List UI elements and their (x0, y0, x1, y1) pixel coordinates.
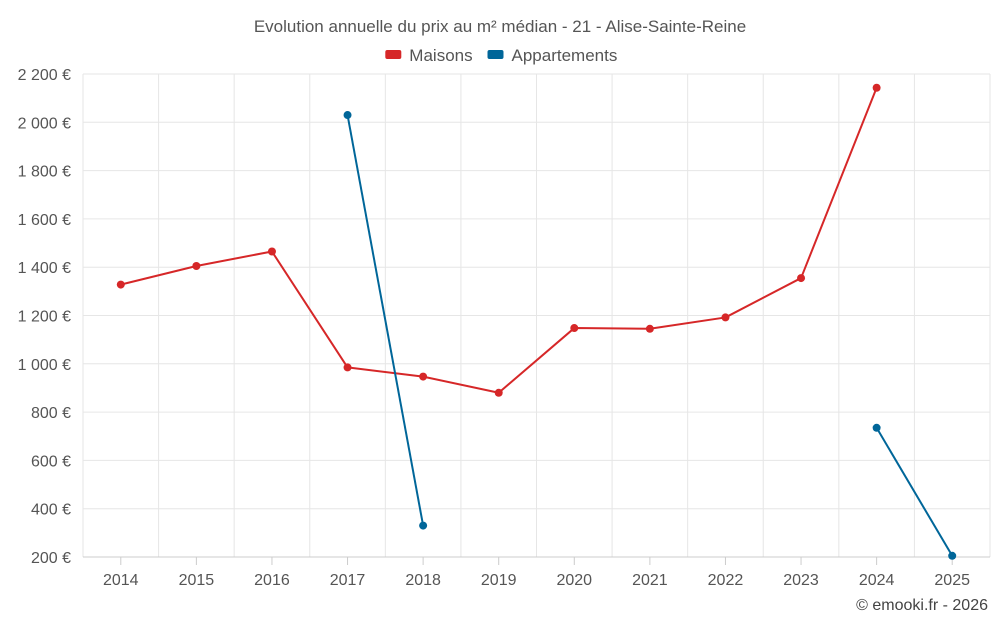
x-tick-label: 2016 (254, 572, 290, 589)
y-tick-label: 1 400 € (18, 260, 71, 277)
x-tick-label: 2021 (632, 572, 668, 589)
x-tick-label: 2017 (330, 572, 366, 589)
legend-label: Appartements (512, 46, 618, 65)
x-tick-label: 2022 (708, 572, 744, 589)
y-tick-label: 1 800 € (18, 164, 71, 181)
legend-item-maisons[interactable]: Maisons (385, 46, 473, 65)
data-point[interactable] (419, 521, 428, 530)
y-tick-label: 2 200 € (18, 67, 71, 84)
y-axis: 200 € 400 € 600 € 800 € 1 000 € 1 200 € 1 400 … (18, 67, 71, 567)
x-axis: 2014 2015 2016 2017 2018 2019 2020 2021 2022 2023… (83, 556, 990, 589)
legend-swatch (385, 50, 402, 59)
y-tick-label: 1 000 € (18, 357, 71, 374)
x-tick-label: 2014 (103, 572, 139, 589)
legend-item-appartements[interactable]: Appartements (487, 46, 618, 65)
series-line (346, 114, 425, 526)
series-maisons (116, 83, 881, 397)
legend-label: Maisons (409, 46, 472, 65)
data-point[interactable] (116, 280, 125, 289)
data-point[interactable] (192, 261, 201, 270)
data-point[interactable] (872, 83, 881, 92)
x-tick-label: 2024 (859, 572, 895, 589)
y-tick-label: 200 € (31, 550, 71, 567)
data-point[interactable] (267, 247, 276, 256)
data-point[interactable] (797, 274, 806, 283)
y-tick-label: 2 000 € (18, 115, 71, 132)
y-tick-label: 600 € (31, 453, 71, 470)
x-tick-label: 2018 (405, 572, 441, 589)
legend-swatch (487, 50, 504, 59)
grid (82, 73, 991, 558)
data-point[interactable] (494, 388, 503, 397)
series-line (875, 427, 954, 557)
data-point[interactable] (570, 324, 579, 333)
y-tick-label: 800 € (31, 405, 71, 422)
data-point[interactable] (948, 551, 957, 560)
x-tick-label: 2019 (481, 572, 517, 589)
data-point[interactable] (872, 423, 881, 432)
y-tick-label: 1 200 € (18, 309, 71, 326)
data-point[interactable] (343, 111, 352, 120)
y-tick-label: 1 600 € (18, 212, 71, 229)
data-point[interactable] (419, 372, 428, 381)
x-tick-label: 2015 (179, 572, 215, 589)
x-tick-label: 2023 (783, 572, 819, 589)
series-appartements (343, 111, 957, 560)
data-point[interactable] (645, 324, 654, 333)
x-tick-label: 2025 (934, 572, 970, 589)
data-point[interactable] (343, 363, 352, 372)
credit-text: © emooki.fr - 2026 (856, 597, 988, 614)
series-layer (116, 83, 957, 560)
legend: Maisons Appartements (385, 46, 617, 65)
y-tick-label: 400 € (31, 502, 71, 519)
data-point[interactable] (721, 313, 730, 322)
chart-title: Evolution annuelle du prix au m² médian … (254, 17, 746, 36)
x-tick-label: 2020 (556, 572, 592, 589)
